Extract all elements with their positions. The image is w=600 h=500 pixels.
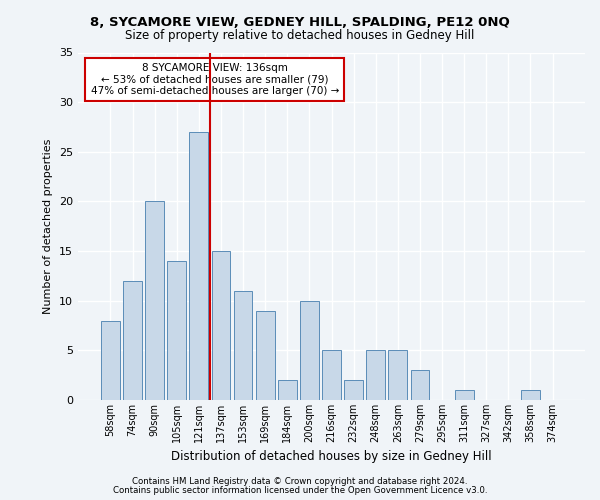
Bar	[190, 132, 208, 400]
Bar	[167, 261, 186, 400]
Bar	[300, 300, 319, 400]
Bar	[101, 320, 120, 400]
Text: Size of property relative to detached houses in Gedney Hill: Size of property relative to detached ho…	[125, 29, 475, 42]
Bar	[278, 380, 296, 400]
Bar	[455, 390, 473, 400]
Bar	[367, 350, 385, 400]
X-axis label: Distribution of detached houses by size in Gedney Hill: Distribution of detached houses by size …	[171, 450, 492, 464]
Text: 8 SYCAMORE VIEW: 136sqm
← 53% of detached houses are smaller (79)
47% of semi-de: 8 SYCAMORE VIEW: 136sqm ← 53% of detache…	[91, 63, 339, 96]
Bar	[388, 350, 407, 400]
Bar	[322, 350, 341, 400]
Bar	[123, 281, 142, 400]
Bar	[410, 370, 430, 400]
Bar	[145, 202, 164, 400]
Bar	[256, 310, 275, 400]
Bar	[233, 291, 253, 400]
Y-axis label: Number of detached properties: Number of detached properties	[43, 138, 53, 314]
Bar	[344, 380, 363, 400]
Bar	[521, 390, 540, 400]
Text: Contains HM Land Registry data © Crown copyright and database right 2024.: Contains HM Land Registry data © Crown c…	[132, 477, 468, 486]
Bar	[212, 251, 230, 400]
Text: 8, SYCAMORE VIEW, GEDNEY HILL, SPALDING, PE12 0NQ: 8, SYCAMORE VIEW, GEDNEY HILL, SPALDING,…	[90, 16, 510, 29]
Text: Contains public sector information licensed under the Open Government Licence v3: Contains public sector information licen…	[113, 486, 487, 495]
